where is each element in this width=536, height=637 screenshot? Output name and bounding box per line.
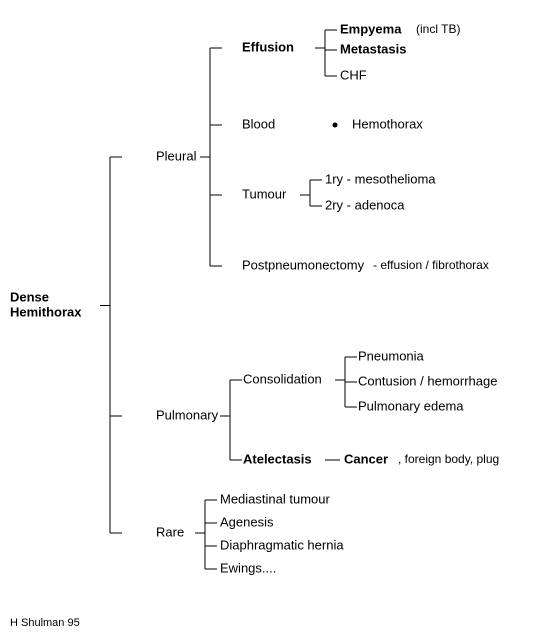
- leaf-label: 2ry - adenoca: [325, 197, 405, 212]
- leaf-label: Diaphragmatic hernia: [220, 537, 344, 552]
- leaf-label: CHF: [340, 67, 367, 82]
- leaf-note: , foreign body, plug: [398, 452, 499, 466]
- leaf-label: Hemothorax: [352, 116, 423, 131]
- node-atelectasis: Atelectasis: [243, 451, 312, 466]
- leaf-label: Cancer: [344, 451, 388, 466]
- leaf-label: Contusion / hemorrhage: [358, 373, 497, 388]
- root-label: Dense: [10, 289, 49, 304]
- root-label: Hemithorax: [10, 304, 82, 319]
- leaf-label: Empyema: [340, 21, 402, 36]
- branch-rare: Rare: [156, 524, 184, 539]
- dense-hemithorax-tree: DenseHemithorax Pleural Effusion Empyema (in…: [0, 0, 536, 637]
- leaf-label: Pulmonary edema: [358, 398, 464, 413]
- node-tumour: Tumour: [242, 186, 287, 201]
- leaf-label: Agenesis: [220, 514, 274, 529]
- node-effusion: Effusion: [242, 39, 294, 54]
- node-postpneumonectomy: Postpneumonectomy: [242, 257, 365, 272]
- leaf-label: 1ry - mesothelioma: [325, 171, 436, 186]
- leaf-label: Pneumonia: [358, 348, 425, 363]
- credit-text: H Shulman 95: [10, 617, 80, 629]
- leaf-label: Metastasis: [340, 41, 406, 56]
- leaf-label: Mediastinal tumour: [220, 491, 330, 506]
- bullet-icon: [333, 123, 338, 128]
- node-blood: Blood: [242, 116, 275, 131]
- branch-pleural: Pleural: [156, 148, 197, 163]
- leaf-label: Ewings....: [220, 560, 276, 575]
- branch-pulmonary: Pulmonary: [156, 407, 219, 422]
- node-consolidation: Consolidation: [243, 371, 322, 386]
- leaf-note: (incl TB): [416, 22, 460, 36]
- leaf-note: - effusion / fibrothorax: [373, 258, 489, 272]
